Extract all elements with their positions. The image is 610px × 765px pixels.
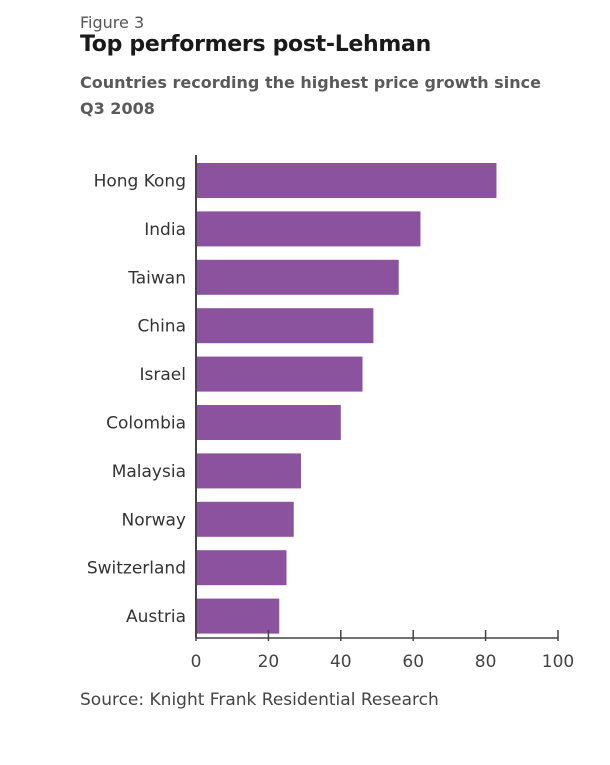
bar-china — [196, 308, 374, 344]
category-labels: Hong Kong India Taiwan China Israel Colombia M… — [87, 172, 186, 628]
bar-austria — [196, 598, 280, 634]
figure-label: Figure 3 — [80, 13, 145, 32]
x-tick-label: 60 — [402, 652, 424, 672]
category-label: Hong Kong — [94, 172, 186, 192]
source-note: Source: Knight Frank Residential Researc… — [80, 690, 439, 710]
bar-israel — [196, 356, 363, 392]
bars-group — [196, 163, 497, 634]
bar-india — [196, 211, 421, 247]
bar-norway — [196, 501, 294, 537]
category-label: Colombia — [106, 414, 186, 434]
category-label: Malaysia — [112, 462, 186, 482]
bar-switzerland — [196, 550, 287, 586]
category-label: Switzerland — [87, 559, 186, 579]
category-label: Israel — [140, 365, 186, 385]
bar-malaysia — [196, 453, 301, 489]
bar-colombia — [196, 405, 341, 440]
chart-subtitle: Countries recording the highest price gr… — [80, 73, 541, 118]
x-tick-label: 100 — [542, 652, 574, 672]
x-tick-label: 0 — [191, 652, 202, 672]
bar-taiwan — [196, 259, 399, 295]
bar-hong-kong — [196, 163, 497, 198]
category-label: Austria — [126, 607, 186, 627]
x-axis: 0 20 40 60 80 100 — [191, 155, 574, 672]
chart-title: Top performers post-Lehman — [80, 32, 431, 57]
category-label: Norway — [122, 510, 187, 530]
category-label: India — [144, 220, 186, 240]
x-tick-label: 80 — [475, 652, 497, 672]
x-tick-label: 40 — [330, 652, 352, 672]
x-tick-label: 20 — [258, 652, 280, 672]
category-label: China — [137, 317, 186, 337]
category-label: Taiwan — [127, 268, 186, 288]
